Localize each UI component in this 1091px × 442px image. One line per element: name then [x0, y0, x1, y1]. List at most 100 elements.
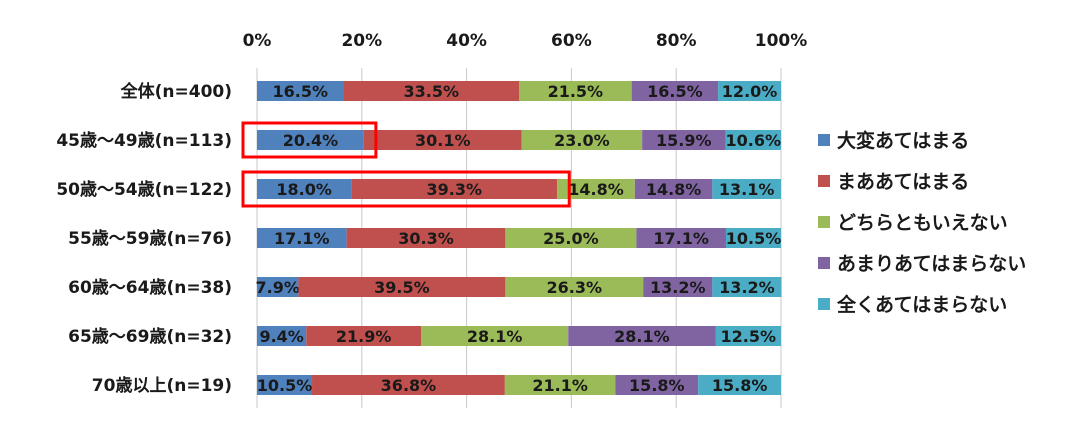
- data-label: 14.8%: [568, 180, 624, 199]
- data-label: 16.5%: [272, 82, 328, 101]
- bar-segment: [615, 375, 699, 395]
- x-axis-ticks: 0% 20% 40% 60% 80% 100%: [243, 31, 808, 51]
- data-label: 25.0%: [543, 229, 599, 248]
- data-label: 18.0%: [276, 180, 332, 199]
- highlight-box: [241, 121, 378, 159]
- bar-segment: [257, 326, 307, 346]
- category-label: 65歳～69歳(n=32): [68, 326, 232, 347]
- legend-label: どちらともいえない: [837, 212, 1008, 234]
- data-label: 16.5%: [647, 82, 703, 101]
- data-label: 39.3%: [427, 180, 483, 199]
- bar-segment: [257, 277, 299, 297]
- data-label: 12.0%: [722, 82, 778, 101]
- category-label: 50歳～54歳(n=122): [56, 179, 232, 200]
- bar-segment: [712, 277, 782, 297]
- data-label: 15.8%: [629, 376, 685, 395]
- data-label: 28.1%: [467, 327, 523, 346]
- data-label: 14.8%: [646, 180, 702, 199]
- bar-segment: [346, 228, 506, 248]
- bar-segment: [643, 277, 713, 297]
- bar-segment: [519, 81, 632, 101]
- bar-segment: [725, 228, 781, 248]
- data-label: 7.9%: [256, 278, 300, 297]
- data-label: 28.1%: [614, 327, 670, 346]
- data-label: 10.5%: [257, 376, 313, 395]
- bar-segment: [257, 81, 344, 101]
- bar-segment: [421, 326, 569, 346]
- legend: 大変あてはまるまああてはまるどちらともいえないあまりあてはまらない全くあてはまら…: [818, 129, 1026, 316]
- data-label: 20.4%: [283, 131, 339, 150]
- legend-swatch: [818, 175, 830, 187]
- data-label: 13.2%: [719, 278, 775, 297]
- data-label: 30.1%: [415, 131, 471, 150]
- x-tick-label: 0%: [243, 31, 272, 51]
- bar-segment: [504, 375, 616, 395]
- data-label: 9.4%: [259, 327, 303, 346]
- legend-swatch: [818, 257, 830, 269]
- legend-label: まああてはまる: [837, 171, 969, 193]
- legend-label: あまりあてはまらない: [837, 253, 1026, 275]
- data-label: 10.6%: [725, 131, 781, 150]
- legend-label: 全くあてはまらない: [836, 293, 1007, 316]
- bar-segment: [698, 375, 781, 395]
- bar-segment: [505, 228, 637, 248]
- data-label: 13.1%: [719, 180, 775, 199]
- bar-segment: [298, 277, 506, 297]
- data-label: 30.3%: [398, 229, 454, 248]
- data-label: 23.0%: [554, 131, 610, 150]
- legend-label: 大変あてはまる: [837, 129, 969, 152]
- bar-segment: [718, 81, 781, 101]
- category-label: 55歳～59歳(n=76): [68, 228, 232, 249]
- data-label: 33.5%: [403, 82, 459, 101]
- category-label: 45歳～49歳(n=113): [56, 130, 232, 151]
- data-label: 21.5%: [548, 82, 604, 101]
- x-tick-label: 20%: [341, 31, 382, 51]
- bar-segment: [505, 277, 644, 297]
- x-tick-label: 100%: [755, 31, 808, 51]
- data-label: 10.5%: [726, 229, 782, 248]
- bar-segment: [257, 130, 364, 150]
- highlight-boxes: [241, 121, 571, 208]
- bar-segment: [636, 228, 726, 248]
- bar-segment: [257, 228, 347, 248]
- data-label: 15.9%: [656, 131, 712, 150]
- data-label: 26.3%: [547, 278, 603, 297]
- bar-segment: [351, 179, 558, 199]
- data-label: 15.8%: [712, 376, 768, 395]
- bars: 16.5% 33.5% 21.5% 16.5% 12.0% 20.4% 30.1% 23.0%…: [256, 81, 782, 395]
- x-tick-label: 80%: [656, 31, 697, 51]
- bar-segment: [343, 81, 519, 101]
- data-label: 12.5%: [720, 327, 776, 346]
- bar-segment: [257, 375, 313, 395]
- bar-segment: [557, 179, 635, 199]
- bar-segment: [521, 130, 643, 150]
- bar-segment: [631, 81, 719, 101]
- legend-swatch: [818, 216, 830, 228]
- highlight-box: [241, 170, 571, 208]
- bar-segment: [715, 326, 781, 346]
- data-label: 21.1%: [532, 376, 588, 395]
- data-label: 39.5%: [374, 278, 430, 297]
- bar-segment: [568, 326, 716, 346]
- x-tick-label: 40%: [446, 31, 487, 51]
- bar-segment: [725, 130, 781, 150]
- x-tick-label: 60%: [551, 31, 592, 51]
- data-label: 17.1%: [653, 229, 709, 248]
- category-labels: 全体(n=400) 45歳～49歳(n=113) 50歳～54歳(n=122) 55歳…: [56, 81, 232, 396]
- legend-swatch: [818, 134, 830, 146]
- data-label: 13.2%: [650, 278, 706, 297]
- bar-segment: [712, 179, 781, 199]
- data-label: 36.8%: [381, 376, 437, 395]
- category-label: 全体(n=400): [120, 81, 232, 102]
- category-label: 70歳以上(n=19): [92, 375, 232, 396]
- category-label: 60歳～64歳(n=38): [68, 277, 232, 298]
- bar-segment: [312, 375, 505, 395]
- legend-swatch: [818, 298, 830, 310]
- data-label: 21.9%: [336, 327, 392, 346]
- bar-segment: [642, 130, 726, 150]
- bar-segment: [257, 179, 352, 199]
- bar-segment: [634, 179, 713, 199]
- bar-segment: [306, 326, 422, 346]
- bar-segment: [363, 130, 522, 150]
